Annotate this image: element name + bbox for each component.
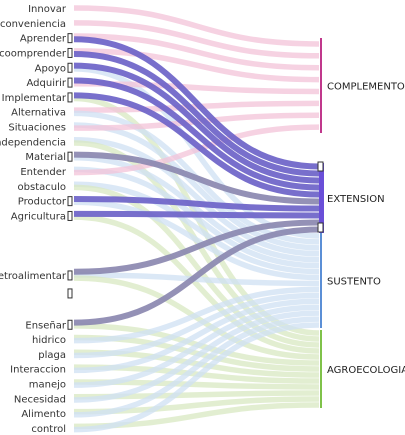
node-label-adquirir: Adquirir bbox=[27, 78, 67, 89]
node-handle-retroalimentar-secondary bbox=[67, 288, 73, 299]
node-label-complementos: COMPLEMENTOS bbox=[327, 82, 405, 93]
link-independencia-to-sustento bbox=[73, 137, 320, 257]
node-label-manejo: manejo bbox=[29, 380, 66, 391]
node-bar-extension bbox=[319, 163, 324, 233]
node-label-retroalimentar: Retroalimentar bbox=[0, 271, 67, 282]
link-agricultura-to-extension bbox=[73, 210, 320, 219]
link-material-to-sustento bbox=[73, 155, 320, 263]
link-innovar-to-complementos bbox=[73, 5, 320, 47]
link-situaciones-to-sustento bbox=[73, 122, 320, 251]
node-label-apoyo: Apoyo bbox=[35, 63, 66, 74]
link-manejo-to-sustento bbox=[73, 304, 320, 388]
link-conveniencia-to-complementos bbox=[73, 20, 320, 59]
node-label-productor: Productor bbox=[18, 197, 67, 208]
link-ensenar-to-extension bbox=[73, 226, 320, 326]
link-obstaculo-to-sustento bbox=[73, 181, 320, 275]
node-label-coomprender: coomprender bbox=[0, 48, 67, 59]
node-handle-extension-bottom bbox=[317, 222, 324, 233]
node-handle-aprender bbox=[67, 33, 73, 44]
node-handle-ensenar bbox=[67, 319, 73, 330]
node-handle-extension-top bbox=[317, 161, 324, 172]
link-adquirir-to-extension bbox=[73, 77, 320, 191]
node-label-extension: EXTENSION bbox=[327, 194, 385, 205]
link-apoyo-to-extension bbox=[73, 62, 320, 184]
link-interaccion-to-sustento bbox=[73, 298, 320, 374]
link-plaga-to-sustento bbox=[73, 292, 320, 359]
node-handle-retroalimentar bbox=[67, 270, 73, 281]
node-bar-sustento bbox=[320, 233, 322, 328]
link-implementar-to-extension bbox=[73, 92, 320, 198]
node-label-interaccion: Interaccion bbox=[10, 365, 66, 376]
link-coomprender-to-complementos bbox=[73, 48, 320, 83]
node-label-alternativa: Alternativa bbox=[11, 108, 66, 119]
node-label-situaciones: Situaciones bbox=[8, 123, 66, 134]
node-bar-complementos bbox=[320, 38, 322, 133]
node-label-aprender: Aprender bbox=[20, 34, 67, 45]
node-handle-coomprender bbox=[67, 47, 73, 58]
node-label-necesidad: Necesidad bbox=[14, 394, 66, 405]
node-label-material: Material bbox=[25, 152, 66, 163]
link-aprender-to-complementos bbox=[73, 33, 320, 71]
link-aprender-to-extension bbox=[73, 36, 320, 170]
node-handle-adquirir bbox=[67, 77, 73, 88]
node-label-obstaculo: obstaculo bbox=[18, 182, 66, 193]
sankey-source-nodes: Innovar conveniencia Aprender coomprender Ap… bbox=[0, 4, 73, 435]
node-label-agricultura: Agricultura bbox=[11, 211, 66, 222]
node-label-ensenar: Enseñar bbox=[25, 320, 66, 331]
link-hidrico-to-sustento bbox=[73, 286, 320, 344]
node-label-independencia: Independencia bbox=[0, 137, 66, 148]
node-label-conveniencia: conveniencia bbox=[0, 19, 66, 30]
link-material-to-extension bbox=[73, 151, 320, 205]
node-label-alimento: Alimento bbox=[21, 409, 66, 420]
link-entender-to-complementos bbox=[73, 124, 320, 176]
link-necesidad-to-sustento bbox=[73, 310, 320, 403]
link-retroalimentar-to-extension bbox=[73, 219, 320, 275]
link-control-to-sustento bbox=[73, 322, 320, 433]
node-handle-agricultura bbox=[67, 210, 73, 221]
sankey-highlight-links bbox=[73, 36, 320, 326]
node-label-hidrico: hidrico bbox=[32, 335, 66, 346]
node-handle-apoyo bbox=[67, 62, 73, 73]
node-label-plaga: plaga bbox=[38, 350, 66, 361]
link-productor-to-extension bbox=[73, 196, 320, 212]
node-label-agroecologia: AGROECOLOGIA bbox=[327, 365, 405, 376]
link-coomprender-to-extension bbox=[73, 51, 320, 177]
sankey-target-nodes: COMPLEMENTOS EXTENSION SUSTENTO AGROECOLOGI… bbox=[317, 38, 405, 408]
link-productor-to-sustento bbox=[73, 199, 320, 281]
node-label-implementar: Implementar bbox=[2, 93, 67, 104]
node-label-entender: Entender bbox=[20, 167, 67, 178]
node-handle-implementar bbox=[67, 92, 73, 103]
node-label-sustento: SUSTENTO bbox=[327, 277, 381, 288]
node-handle-productor bbox=[67, 196, 73, 207]
node-bar-agroecologia bbox=[320, 330, 322, 408]
node-label-innovar: Innovar bbox=[28, 4, 67, 15]
link-obstaculo-to-agroecologia bbox=[73, 184, 320, 348]
node-handle-material bbox=[67, 151, 73, 162]
node-label-control: control bbox=[31, 424, 66, 435]
link-alimento-to-sustento bbox=[73, 316, 320, 418]
link-agricultura-to-agroecologia bbox=[73, 214, 320, 354]
